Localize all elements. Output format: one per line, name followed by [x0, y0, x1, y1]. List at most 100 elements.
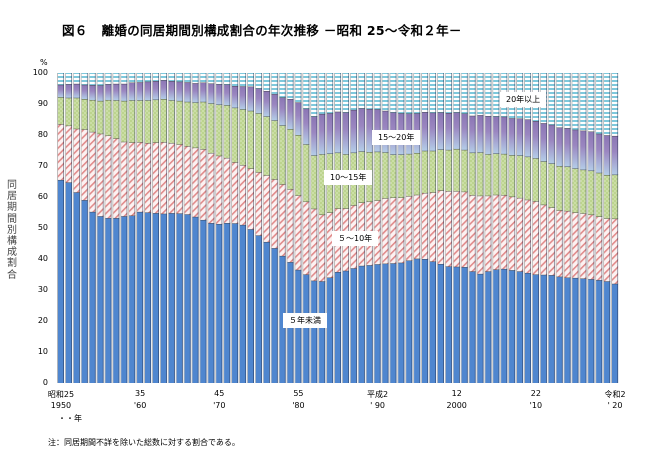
bar-segment-1-1984 [327, 277, 334, 383]
bar-1959 [128, 73, 136, 383]
bar-segment-5-1950 [57, 73, 65, 85]
bar-edge [411, 73, 413, 383]
bar-segment-4-1984 [327, 113, 334, 154]
bar-segment-1-1968 [200, 219, 207, 383]
bar-segment-2-1963 [160, 142, 167, 214]
bar-1957 [112, 73, 120, 383]
bar-1974 [246, 73, 254, 383]
bar-segment-1-1960 [137, 211, 144, 383]
bar-edge [300, 73, 302, 383]
bar-segment-1-1993 [398, 262, 405, 383]
bar-segment-1-1964 [168, 213, 175, 383]
bar-segment-3-2011 [540, 161, 547, 205]
bar-gap [476, 73, 478, 383]
bar-1989 [365, 73, 373, 383]
bar-edge [316, 73, 318, 383]
bar-segment-1-1961 [144, 212, 152, 383]
bar-segment-3-2007 [509, 155, 516, 197]
bar-edge [585, 73, 587, 383]
bar-segment-2-2009 [524, 199, 532, 273]
bar-segment-5-2001 [461, 73, 468, 114]
bar-1960 [136, 73, 144, 383]
bar-segment-1-1967 [192, 216, 199, 383]
bar-edge [166, 73, 167, 383]
bar-segment-2-1960 [137, 142, 144, 212]
bar-segment-3-1975 [255, 113, 262, 173]
bar-segment-3-1997 [429, 150, 437, 193]
bar-1986 [341, 73, 349, 383]
bar-segment-5-1972 [232, 73, 239, 87]
bar-segment-2-1966 [184, 146, 191, 215]
bar-2009 [524, 73, 532, 383]
bar-segment-3-1960 [137, 100, 144, 143]
bar-segment-4-1959 [129, 82, 136, 101]
bar-1955 [96, 73, 104, 383]
bar-segment-3-2016 [580, 169, 587, 214]
bar-gap [579, 73, 581, 383]
bar-gap [524, 73, 526, 383]
bar-segment-5-1991 [382, 73, 389, 111]
bar-gap [72, 73, 74, 383]
bar-segment-2-1950 [57, 124, 65, 180]
bar-segment-1-1999 [445, 266, 452, 383]
bar-segment-4-2014 [564, 128, 571, 167]
bar-segment-3-2008 [516, 155, 524, 198]
bar-segment-2-1959 [129, 142, 136, 216]
bar-gap [429, 73, 431, 383]
bar-gap [326, 73, 328, 383]
bar-segment-1-2011 [540, 274, 547, 383]
bar-gap [365, 73, 367, 383]
bar-segment-1-1998 [437, 263, 444, 383]
bar-edge [332, 73, 334, 383]
bar-edge [514, 73, 516, 383]
bar-gap [136, 73, 138, 383]
bar-segment-1-1983 [319, 281, 326, 383]
bar-segment-5-1963 [160, 73, 167, 81]
bar-segment-5-1988 [358, 73, 365, 109]
bar-segment-1-2003 [477, 273, 484, 383]
bar-segment-3-1982 [311, 155, 318, 209]
bar-segment-4-1996 [422, 112, 429, 151]
bar-segment-1-1954 [89, 211, 96, 383]
bar-segment-2-1956 [105, 135, 112, 219]
bar-segment-4-2007 [509, 118, 516, 156]
bar-segment-3-1994 [406, 153, 413, 197]
x-tick-label: 22 [530, 389, 541, 398]
bar-segment-1-1957 [113, 218, 120, 383]
bar-gap [555, 73, 557, 383]
bar-segment-5-1953 [81, 73, 88, 85]
bar-edge [474, 73, 476, 383]
bar-edge [435, 73, 437, 383]
bar-segment-1-2016 [580, 278, 587, 383]
bar-gap [278, 73, 280, 383]
bar-1961 [144, 73, 152, 383]
bar-1965 [175, 73, 183, 383]
bar-1998 [436, 73, 444, 383]
bar-segment-2-1999 [445, 191, 452, 267]
bar-2015 [571, 73, 579, 383]
bar-segment-3-1969 [208, 103, 215, 153]
bar-segment-2-1983 [319, 214, 326, 282]
bar-1951 [64, 73, 72, 383]
bar-gap [262, 73, 264, 383]
bar-segment-1-1951 [65, 182, 72, 383]
bar-segment-3-1980 [295, 135, 302, 196]
bar-segment-5-1981 [303, 73, 310, 109]
bar-edge [577, 73, 579, 383]
bar-segment-4-1953 [81, 84, 88, 100]
bar-edge [395, 73, 397, 383]
bar-segment-4-1997 [429, 112, 437, 151]
bar-1976 [262, 73, 270, 383]
bar-1962 [151, 73, 160, 383]
bar-2002 [468, 73, 476, 383]
bar-segment-4-2006 [501, 116, 508, 154]
bar-segment-5-1982 [311, 73, 318, 117]
bar-segment-5-2002 [469, 73, 476, 116]
bar-segment-1-1982 [311, 280, 318, 383]
bar-segment-1-1987 [350, 268, 357, 383]
bar-2020 [611, 73, 619, 383]
bar-segment-5-1987 [350, 73, 357, 110]
bar-segment-5-1999 [445, 73, 452, 113]
bar-segment-2-1980 [295, 195, 302, 270]
bar-gap [468, 73, 470, 383]
